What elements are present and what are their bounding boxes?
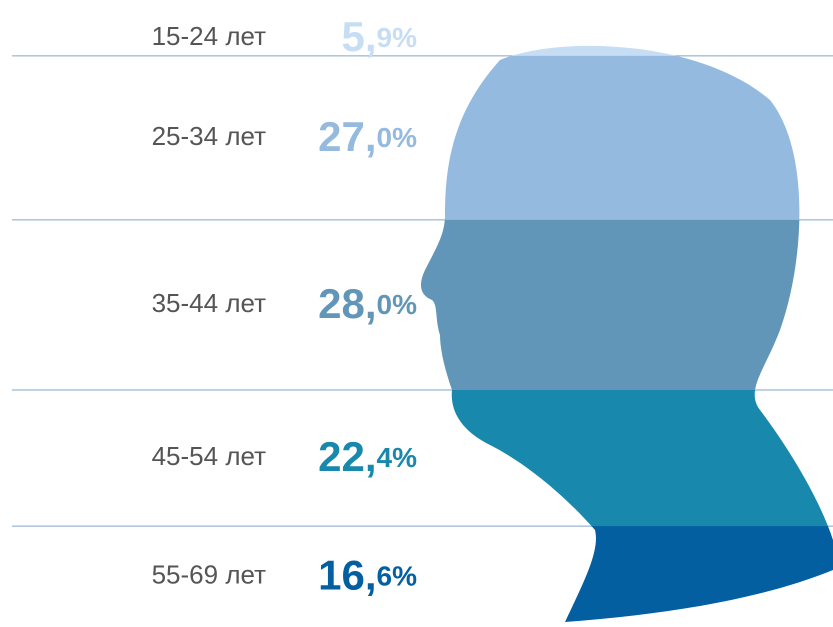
age-label: 45-54 лет [152, 441, 266, 471]
value-label: 22,4% [318, 433, 417, 480]
value-label: 27,0% [318, 113, 417, 160]
labels: 15-24 лет 5,9% 25-34 лет 27,0% 35-44 лет 28,0… [152, 13, 418, 599]
chart: 15-24 лет 5,9% 25-34 лет 27,0% 35-44 лет 28,0… [0, 0, 833, 627]
age-label: 35-44 лет [152, 288, 266, 318]
value-label: 16,6% [318, 552, 417, 599]
age-label: 25-34 лет [152, 121, 266, 151]
head-silhouette [0, 20, 833, 627]
value-label: 28,0% [318, 280, 417, 327]
age-label: 55-69 лет [152, 559, 266, 589]
age-label: 15-24 лет [152, 21, 266, 51]
value-label: 5,9% [342, 13, 418, 60]
